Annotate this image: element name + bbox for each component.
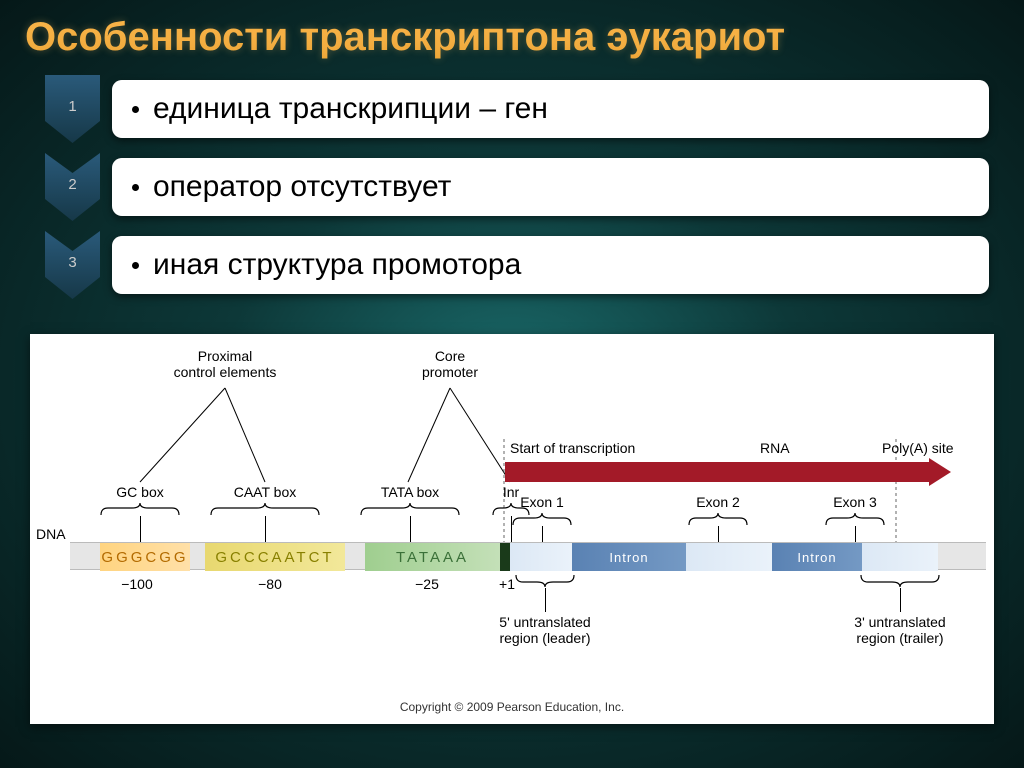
sub-label: TATA box [360, 484, 460, 500]
bullet-dot-icon [132, 106, 139, 113]
bullet-text: единица транскрипции – ген [132, 92, 969, 126]
dna-label: DNA [36, 526, 66, 542]
utr-label: 3' untranslatedregion (trailer) [845, 614, 955, 646]
dna-segment: TATAAA [365, 543, 500, 571]
tick-line [410, 516, 411, 542]
dna-segment: GCCCAATCT [205, 543, 345, 571]
list-box: оператор отсутствует [112, 158, 989, 216]
chevron-icon: 3 [45, 231, 100, 299]
intron-segment: Intron [572, 543, 686, 571]
gene-diagram: Proximalcontrol elementsCorepromoterGC b… [30, 334, 994, 724]
exon-label: Exon 2 [688, 494, 748, 510]
sub-label: GC box [100, 484, 180, 500]
tick-line [542, 526, 543, 542]
bullet-text: иная структура промотора [132, 248, 969, 282]
position-label: −100 [112, 576, 162, 592]
position-label: −25 [402, 576, 452, 592]
slide-title: Особенности транскриптона эукариот [0, 0, 1024, 70]
tick-line [545, 588, 546, 612]
copyright-text: Copyright © 2009 Pearson Education, Inc. [30, 700, 994, 714]
segment-text: Intron [797, 550, 836, 565]
position-label: −80 [245, 576, 295, 592]
transcription-arrow [505, 462, 929, 482]
chevron-icon: 2 [45, 153, 100, 221]
segment-text: GGGCGG [101, 549, 188, 566]
exon-label: Exon 1 [512, 494, 572, 510]
list-box: единица транскрипции – ген [112, 80, 989, 138]
bullet-label: единица транскрипции – ген [153, 92, 548, 126]
bullet-dot-icon [132, 262, 139, 269]
dna-segment: GGGCGG [100, 543, 190, 571]
chevron-icon: 1 [45, 75, 100, 143]
arrow-head-icon [929, 458, 951, 486]
list-box: иная структура промотора [112, 236, 989, 294]
dna-segment [510, 543, 572, 571]
bullet-dot-icon [132, 184, 139, 191]
dna-segment [686, 543, 772, 571]
polya-label: Poly(A) site [882, 440, 954, 456]
segment-text: GCCCAATCT [215, 549, 334, 566]
tick-line [900, 588, 901, 612]
bullet-list: 1 единица транскрипции – ген 2 оператор отс… [0, 70, 1024, 324]
sub-label: CAAT box [210, 484, 320, 500]
dna-track: GGGCGG GCCCAATCT TATAAA Intron Intron [70, 542, 986, 570]
utr-label: 5' untranslatedregion (leader) [490, 614, 600, 646]
list-row: 2 оператор отсутствует [45, 153, 989, 221]
exon-label: Exon 3 [825, 494, 885, 510]
segment-text: TATAAA [396, 549, 469, 566]
bullet-text: оператор отсутствует [132, 170, 969, 204]
bullet-label: оператор отсутствует [153, 170, 451, 204]
intron-segment: Intron [772, 543, 862, 571]
bullet-label: иная структура промотора [153, 248, 521, 282]
tick-line [718, 526, 719, 542]
tick-line [140, 516, 141, 542]
start-transcription-label: Start of transcription [510, 440, 635, 456]
rna-label: RNA [760, 440, 790, 456]
dna-segment [862, 543, 938, 571]
tick-line [855, 526, 856, 542]
list-row: 3 иная структура промотора [45, 231, 989, 299]
list-row: 1 единица транскрипции – ген [45, 75, 989, 143]
segment-text: Intron [609, 550, 648, 565]
dna-segment [500, 543, 510, 571]
tick-line [265, 516, 266, 542]
